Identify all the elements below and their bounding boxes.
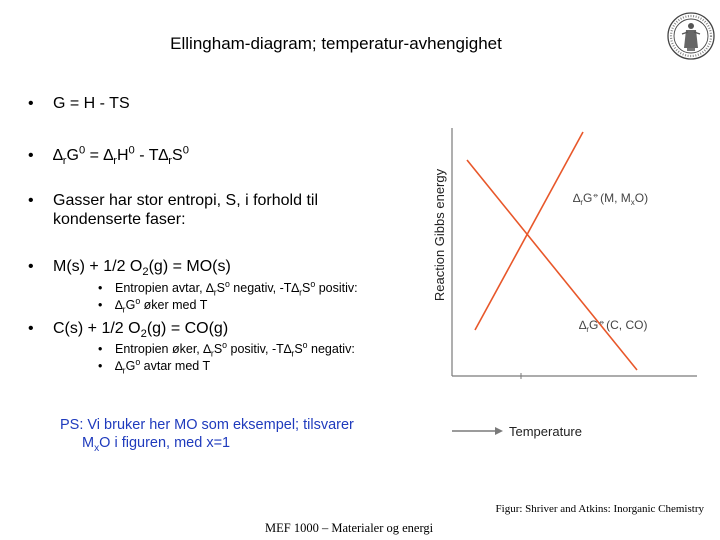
bullet-delta-g-equation: • ∆rG0 = ∆rH0 - T∆rS0 xyxy=(0,144,420,168)
bullet-text: M(s) + 1/2 O2(g) = MO(s) xyxy=(53,258,231,279)
bullet-metal-oxidation: • M(s) + 1/2 O2(g) = MO(s) xyxy=(0,257,420,279)
slide-footer: MEF 1000 – Materialer og energi xyxy=(265,521,434,535)
sub-bullet-marker: • xyxy=(98,281,103,295)
bullet-marker: • xyxy=(28,320,34,337)
ps-note: PS: Vi bruker her MO som eksempel; tilsv… xyxy=(60,416,354,454)
line-metal-oxide xyxy=(466,159,638,371)
figure-credit: Figur: Shriver and Atkins: Inorganic Che… xyxy=(495,503,704,515)
label-metal-oxide: ∆rG⦵(M, MxO) xyxy=(573,190,648,207)
bullet-ghts: • G = H - TS xyxy=(0,94,420,114)
sub-bullet-text: Entropien øker, ∆rSo positiv, -T∆rSo neg… xyxy=(115,339,355,359)
sub-bullet-text: ∆rGo øker med T xyxy=(115,295,208,315)
university-seal-icon xyxy=(667,12,715,60)
bullet-gas-entropy: • Gasser har stor entropi, S, i forhold … xyxy=(0,191,420,231)
sub-bullet-g-increases: • ∆rGo øker med T xyxy=(0,295,420,315)
ps-line-2: MxO i figuren, med x=1 xyxy=(82,435,231,454)
label-carbon-monoxide: ∆rG⦵(C, CO) xyxy=(579,317,647,334)
y-axis-label: Reaction Gibbs energy xyxy=(432,168,447,301)
sub-bullet-marker: • xyxy=(98,298,103,312)
bullet-marker: • xyxy=(28,192,34,209)
bullet-marker: • xyxy=(28,95,34,112)
bullet-marker: • xyxy=(28,258,34,275)
sub-bullet-entropy-decrease: • Entropien avtar, ∆rSo negativ, -T∆rSo … xyxy=(0,278,420,298)
bullet-carbon-oxidation: • C(s) + 1/2 O2(g) = CO(g) xyxy=(0,319,420,341)
x-axis-label: Temperature xyxy=(509,424,582,439)
sub-bullet-text: Entropien avtar, ∆rSo negativ, -T∆rSo po… xyxy=(115,278,358,298)
temperature-arrow-head xyxy=(495,427,503,435)
sub-bullet-marker: • xyxy=(98,342,103,356)
bullet-text: Gasser har stor entropi, S, i forhold ti… xyxy=(53,192,318,228)
ellingham-diagram: Reaction Gibbs energy ∆rG⦵(M, MxO) ∆rG⦵(… xyxy=(432,128,697,439)
sub-bullet-g-decreases: • ∆rGo avtar med T xyxy=(0,356,420,376)
bullet-marker: • xyxy=(28,147,34,164)
slide-title: Ellingham-diagram; temperatur-avhengighe… xyxy=(170,34,502,53)
sub-bullet-marker: • xyxy=(98,359,103,373)
line-carbon-monoxide xyxy=(474,131,584,331)
sub-bullet-text: ∆rGo avtar med T xyxy=(115,356,211,376)
ps-line-1: PS: Vi bruker her MO som eksempel; tilsv… xyxy=(60,417,354,433)
bullet-text: ∆rG0 = ∆rH0 - T∆rS0 xyxy=(53,144,189,168)
sub-bullet-entropy-increase: • Entropien øker, ∆rSo positiv, -T∆rSo n… xyxy=(0,339,420,359)
bullet-text: G = H - TS xyxy=(53,95,130,112)
bullet-text: C(s) + 1/2 O2(g) = CO(g) xyxy=(53,320,229,341)
